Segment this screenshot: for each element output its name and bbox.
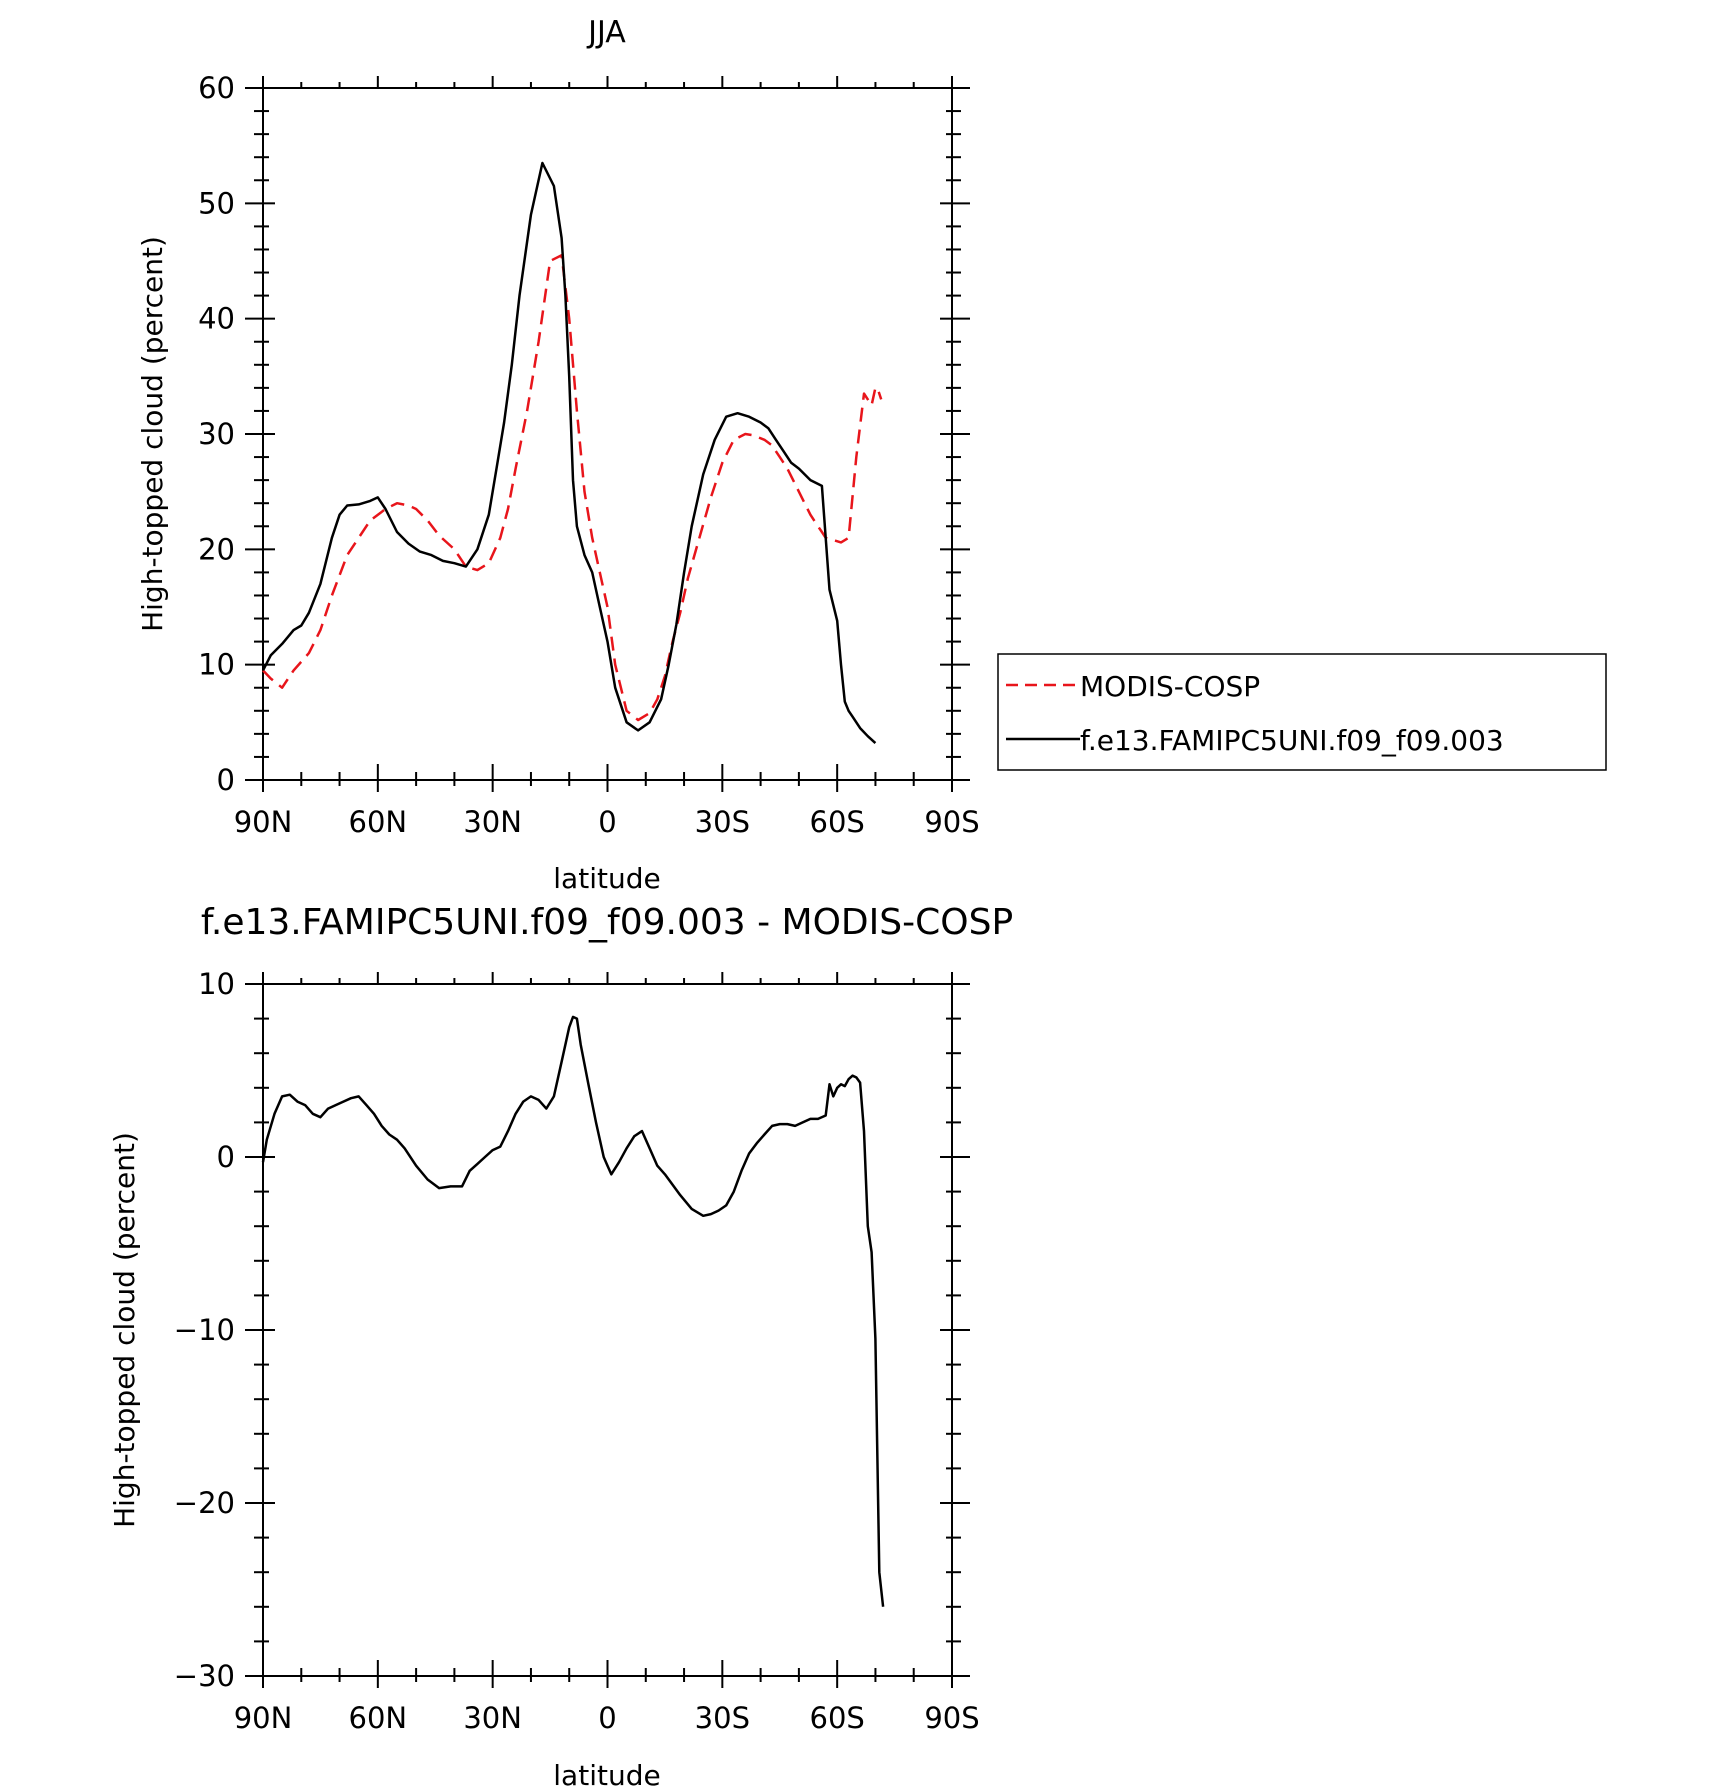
top-y-tick-label: 20 [198, 532, 235, 566]
top-x-tick-label: 90S [924, 805, 979, 839]
bottom-y-axis-label: High-topped cloud (percent) [108, 1132, 141, 1528]
top-y-tick-labels: 0 10 20 30 40 50 60 [198, 71, 235, 797]
bot-x-tick-label: 30N [463, 1701, 522, 1735]
bottom-y-tick-labels: −30 −20 −10 0 10 [174, 967, 235, 1693]
bot-y-tick-label: −10 [174, 1313, 235, 1347]
top-x-tick-label: 60N [349, 805, 408, 839]
bot-series-line-0 [261, 1015, 885, 1607]
top-y-tick-label: 0 [217, 763, 235, 797]
top-series-line-0 [262, 253, 883, 722]
top-y-axis-label: High-topped cloud (percent) [136, 236, 169, 632]
bot-x-tick-label: 60N [349, 1701, 408, 1735]
top-y-tick-label: 10 [198, 648, 235, 682]
top-x-tick-label: 30N [463, 805, 522, 839]
top-y-tick-label: 30 [198, 417, 235, 451]
bot-x-tick-label: 90S [924, 1701, 979, 1735]
legend-box [997, 653, 1607, 771]
top-y-tick-label: 50 [198, 186, 235, 220]
bot-y-tick-label: 0 [217, 1140, 235, 1174]
top-plot-frame [262, 87, 953, 781]
top-series-lines [261, 161, 883, 745]
bottom-plot-frame [262, 983, 953, 1677]
bot-x-tick-label: 90N [234, 1701, 293, 1735]
top-y-tick-label: 40 [198, 302, 235, 336]
top-x-tick-label: 90N [234, 805, 293, 839]
bottom-panel: f.e13.FAMIPC5UNI.f09_f09.003 - MODIS-COS… [108, 902, 1013, 1789]
legend-label-modis: MODIS-COSP [1080, 670, 1260, 703]
bot-x-tick-label: 60S [810, 1701, 865, 1735]
bot-y-tick-label: −30 [174, 1659, 235, 1693]
top-x-tick-label: 60S [810, 805, 865, 839]
top-panel: JJA 0 10 20 30 40 50 60 90N 60N 30N 0 30S 60S 90S la… [136, 15, 1607, 895]
top-y-tick-label: 60 [198, 71, 235, 105]
bottom-chart-title: f.e13.FAMIPC5UNI.f09_f09.003 - MODIS-COS… [201, 902, 1013, 943]
bottom-series-lines [261, 1015, 885, 1607]
top-chart-title: JJA [586, 15, 626, 50]
top-tick-marks [245, 76, 970, 792]
top-x-tick-label: 0 [598, 805, 616, 839]
top-series-line-1 [261, 161, 877, 745]
legend: MODIS-COSP f.e13.FAMIPC5UNI.f09_f09.003 [997, 653, 1607, 771]
bot-y-tick-label: 10 [198, 967, 235, 1001]
bot-x-tick-label: 30S [695, 1701, 750, 1735]
top-x-tick-label: 30S [695, 805, 750, 839]
bottom-tick-marks [245, 972, 970, 1688]
bot-x-tick-label: 0 [598, 1701, 616, 1735]
bottom-x-tick-labels: 90N 60N 30N 0 30S 60S 90S [234, 1701, 980, 1735]
top-x-axis-label: latitude [553, 862, 660, 895]
legend-label-model: f.e13.FAMIPC5UNI.f09_f09.003 [1080, 724, 1504, 757]
bottom-x-axis-label: latitude [553, 1759, 660, 1789]
top-x-tick-labels: 90N 60N 30N 0 30S 60S 90S [234, 805, 980, 839]
bot-y-tick-label: −20 [174, 1486, 235, 1520]
